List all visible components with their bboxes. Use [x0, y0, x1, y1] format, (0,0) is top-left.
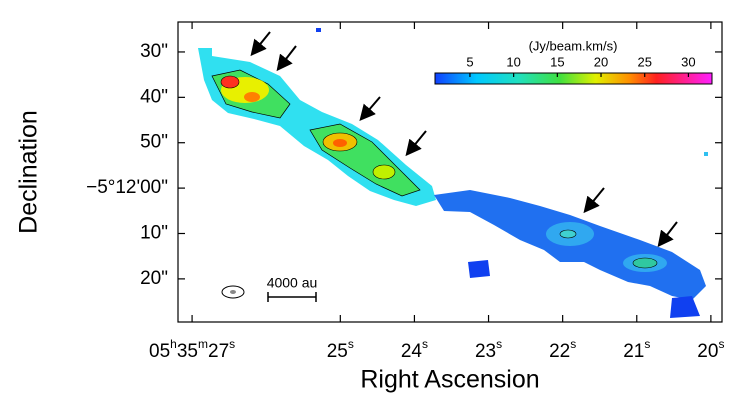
x-tick-label: 23s [475, 337, 502, 362]
y-tick-label: 30" [140, 41, 168, 62]
arrows [250, 31, 678, 248]
colorbar-label: (Jy/beam.km/s) [529, 38, 618, 53]
x-tick-label: 20s [697, 337, 724, 362]
x-tick-label: 22s [549, 337, 576, 362]
colorbar-tick-label: 5 [466, 54, 473, 69]
y-tick-label: 50" [140, 132, 168, 153]
beam [221, 285, 245, 299]
plot-frame [177, 21, 723, 323]
colorbar-tick-label: 20 [594, 54, 608, 69]
x-tick-label: 05h35m27s [149, 337, 235, 362]
colorbar-tick-label: 10 [506, 54, 520, 69]
scale-bar-label: 4000 au [267, 275, 318, 291]
x-tick-label: 24s [401, 337, 428, 362]
x-axis-title: Right Ascension [360, 366, 539, 394]
colorbar [434, 72, 713, 85]
x-tick-label: 25s [327, 337, 354, 362]
y-tick-label: 10" [140, 223, 168, 244]
colorbar-tick-label: 25 [637, 54, 651, 69]
colorbar-tick-label: 15 [550, 54, 564, 69]
y-tick-label: −5°12'00" [86, 177, 168, 198]
y-tick-label: 40" [140, 86, 168, 107]
y-tick-label: 20" [140, 268, 168, 289]
emission-map [198, 28, 708, 318]
x-tick-label: 21s [623, 337, 650, 362]
y-axis-title: Declination [15, 110, 43, 234]
colorbar-tick-label: 30 [681, 54, 695, 69]
